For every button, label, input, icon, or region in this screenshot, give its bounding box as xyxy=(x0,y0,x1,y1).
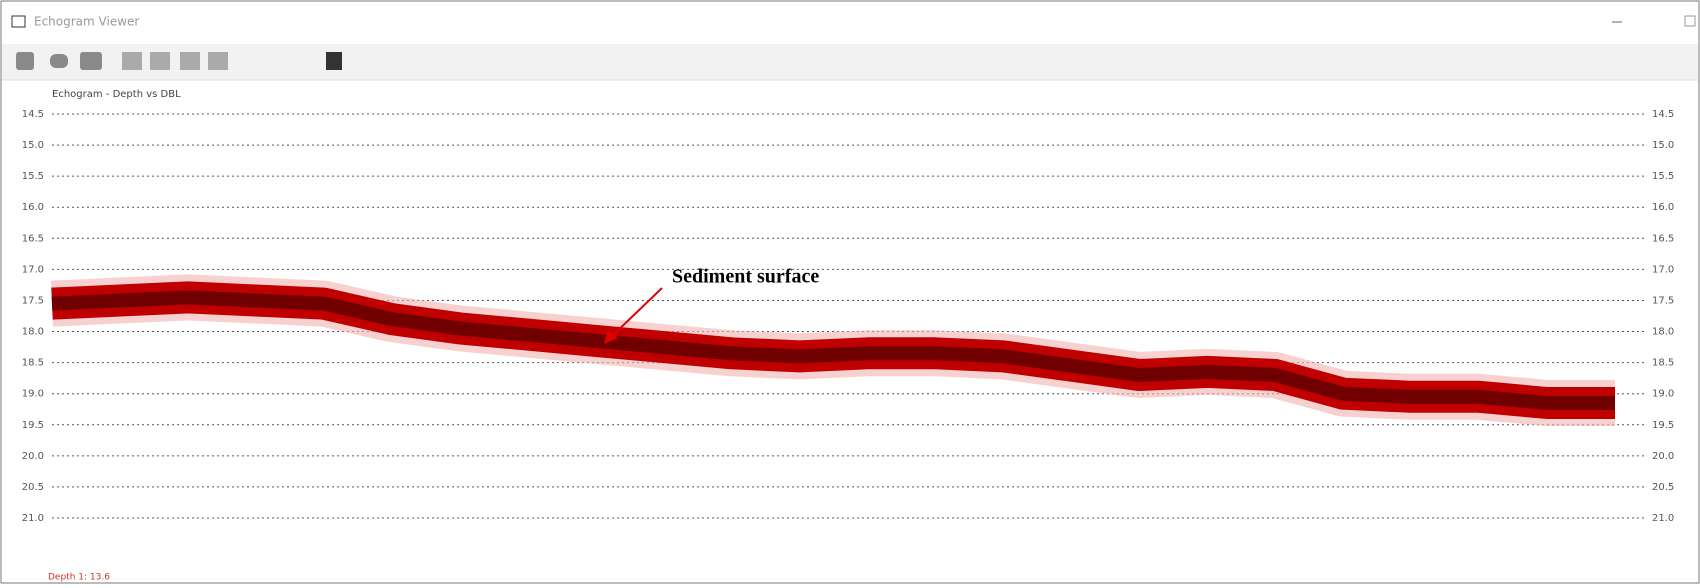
y-tick-label: 19.0 xyxy=(22,389,44,400)
y-tick-label-right: 18.5 xyxy=(1652,358,1674,369)
y-tick-label-right: 19.0 xyxy=(1652,389,1674,400)
zoom-button[interactable] xyxy=(208,52,228,70)
title-bar xyxy=(2,2,1698,42)
save-button[interactable] xyxy=(326,52,342,70)
y-tick-label-right: 16.5 xyxy=(1652,233,1674,244)
y-tick-label: 15.0 xyxy=(22,140,44,151)
chart-title: Echogram - Depth vs DBL xyxy=(52,89,181,100)
y-tick-label-right: 15.5 xyxy=(1652,171,1674,182)
y-tick-label-right: 21.0 xyxy=(1652,513,1674,524)
y-tick-label-right: 17.0 xyxy=(1652,264,1674,275)
y-tick-label-right: 14.5 xyxy=(1652,109,1674,120)
y-tick-label-right: 17.5 xyxy=(1652,295,1674,306)
status-text: Depth 1: 13.6 xyxy=(48,573,110,583)
tool-button[interactable] xyxy=(16,52,34,70)
window-title: Echogram Viewer xyxy=(34,15,139,29)
y-tick-label: 18.0 xyxy=(22,327,44,338)
y-tick-label: 17.0 xyxy=(22,264,44,275)
y-tick-label: 20.5 xyxy=(22,482,44,493)
y-tick-label-right: 18.0 xyxy=(1652,327,1674,338)
y-tick-label-right: 15.0 xyxy=(1652,140,1674,151)
y-tick-label: 21.0 xyxy=(22,513,44,524)
zoom-button[interactable] xyxy=(180,52,200,70)
y-tick-label: 14.5 xyxy=(22,109,44,120)
y-tick-label: 18.5 xyxy=(22,358,44,369)
zoom-button[interactable] xyxy=(150,52,170,70)
y-tick-label-right: 16.0 xyxy=(1652,202,1674,213)
y-tick-label: 17.5 xyxy=(22,295,44,306)
y-tick-label: 15.5 xyxy=(22,171,44,182)
toolbar xyxy=(2,44,1698,80)
y-tick-label-right: 20.5 xyxy=(1652,482,1674,493)
tool-button[interactable] xyxy=(80,52,102,70)
echogram-window: Echogram Viewer Echogram - Depth vs DBL … xyxy=(0,0,1700,584)
y-tick-label: 16.0 xyxy=(22,202,44,213)
tool-button[interactable] xyxy=(50,54,68,68)
annotation: Sediment surface xyxy=(672,266,819,288)
y-tick-label: 16.5 xyxy=(22,233,44,244)
y-tick-label-right: 19.5 xyxy=(1652,420,1674,431)
zoom-button[interactable] xyxy=(122,52,142,70)
y-tick-label: 20.0 xyxy=(22,451,44,462)
y-tick-label-right: 20.0 xyxy=(1652,451,1674,462)
y-tick-label: 19.5 xyxy=(22,420,44,431)
